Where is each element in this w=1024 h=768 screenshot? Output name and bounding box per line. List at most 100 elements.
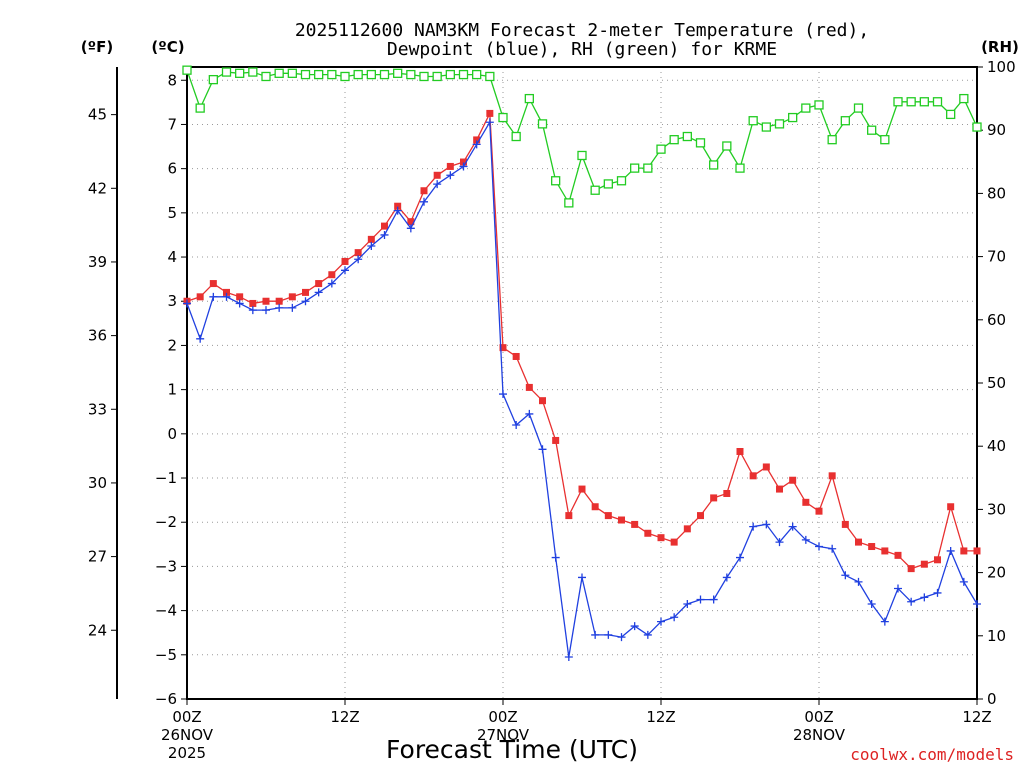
temperature-point [697,512,704,520]
dewpoint-point [367,241,376,250]
dewpoint-point [775,538,784,547]
temperature-point [855,538,862,546]
temperature-point [460,158,467,166]
dewpoint-point [262,306,270,315]
temperature-point [328,271,336,279]
dewpoint-point [841,571,850,580]
rh-tick-label: 90 [987,121,1006,139]
dewpoint-point [209,292,218,301]
dewpoint-point [657,617,665,626]
rh-point [393,68,403,78]
dewpoint-point [604,630,613,639]
dewpoint-point [512,420,521,429]
temperature-point [815,507,823,515]
rh-point [537,119,548,129]
dewpoint-point [485,118,494,127]
dewpoint-point [762,520,771,529]
x-tick-label: 00Z [804,708,833,726]
rh-point [195,103,205,113]
rh-tick-label: 30 [987,500,1006,518]
rh-point [182,65,192,75]
dewpoint-point [222,292,231,301]
dewpoint-point [683,599,692,608]
rh-point [419,71,429,82]
rh-point [485,71,495,82]
rh-point [840,116,850,126]
temperature-point [275,297,283,305]
source-credit: coolwx.com/models [850,745,1014,764]
rh-tick-label: 0 [987,690,997,708]
rh-point [735,163,745,173]
dewpoint-point [749,522,758,531]
rh-point [682,131,692,142]
dewpoint-point [959,577,968,586]
rh-point [577,150,587,161]
rh-point [524,93,534,104]
celsius-tick-label: 6 [167,160,177,178]
dewpoint-point [617,633,626,642]
temperature-point [486,109,494,117]
celsius-tick-label: −6 [155,690,177,708]
rh-point [867,125,877,135]
rh-point [814,100,824,110]
dewpoint-point [248,306,257,315]
celsius-tick-label: −5 [155,646,177,664]
temperature-point [288,293,296,301]
fahrenheit-tick-label: 27 [88,548,107,566]
temperature-point [446,162,454,170]
rh-point [511,131,521,142]
temperature-line [186,110,977,570]
temperature-point [499,344,507,352]
dewpoint-point [380,230,389,239]
dewpoint-point [973,599,981,608]
temperature-point [762,463,770,471]
dewpoint-point [472,140,481,149]
celsius-tick-label: −2 [155,513,177,531]
fahrenheit-tick-label: 33 [88,400,107,418]
dewpoint-point [499,390,507,399]
temperature-point [381,222,388,230]
celsius-tick-label: 4 [167,248,177,266]
dewpoint-point [933,588,942,597]
dewpoint-point [538,445,547,454]
rh-point [208,74,218,85]
rh-line [186,69,978,205]
temperature-point [657,534,665,542]
rh-point [498,112,508,123]
x-tick-label: 12Z [962,708,991,726]
celsius-tick-label: 5 [167,204,177,222]
temperature-point [354,249,362,257]
rh-point [261,71,271,82]
rh-tick-label: 100 [987,58,1016,76]
celsius-tick-label: 3 [167,292,177,310]
x-tick-label: 27NOV [477,726,530,744]
rh-point [379,69,390,80]
celsius-tick-label: 8 [167,71,177,89]
celsius-tick-label: 2 [167,336,177,354]
x-tick-label: 12Z [646,708,675,726]
temperature-point [868,543,876,551]
x-tick-label: 12Z [330,708,359,726]
rh-point [340,71,350,82]
dewpoint-point [867,599,876,608]
dewpoint-point [327,279,336,288]
temperature-point [710,494,718,502]
x-axis-title: Forecast Time (UTC) [386,735,638,764]
temperature-point [947,503,955,511]
temperature-point [591,503,599,511]
rh-point [445,69,455,80]
temperature-point [407,218,415,226]
dewpoint-point [880,617,889,626]
temperature-point [394,202,402,210]
dewpoint-point [815,542,823,551]
x-tick-label: 26NOV [161,726,214,744]
temperature-point [367,235,375,243]
temperature-point [196,293,204,301]
rh-point [458,69,469,80]
rh-point [235,68,245,78]
dewpoint-point [183,299,191,308]
rh-point [603,179,613,189]
dewpoint-point [788,522,797,531]
rh-point [695,138,706,148]
